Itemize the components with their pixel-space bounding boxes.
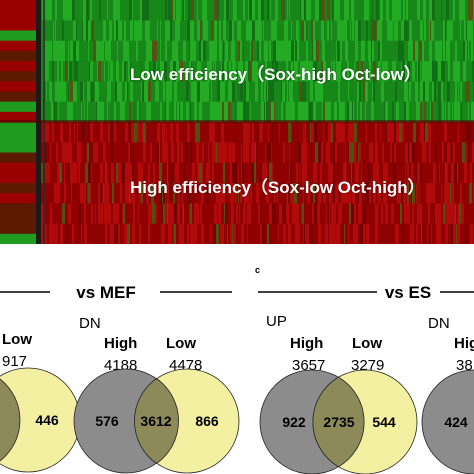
es-up-low-count: 3279 xyxy=(351,357,384,374)
heatmap-label-high-efficiency: High efficiency（Sox-low Oct-high） xyxy=(130,178,425,197)
mef-dn-only-low: 866 xyxy=(195,413,219,429)
es-dn-gray-circle xyxy=(421,369,474,474)
vs-es-title: vs ES xyxy=(385,283,431,302)
vs-mef-title: vs MEF xyxy=(76,283,136,302)
mef-up-overlap xyxy=(0,378,21,462)
mef-dn-overlap-count: 3612 xyxy=(140,413,171,429)
es-up-overlap xyxy=(312,376,365,468)
mef-dn-low-label: Low xyxy=(166,335,196,352)
es-up-tag: UP xyxy=(266,313,287,330)
mef-up-low-count: 917 xyxy=(2,353,27,370)
es-up-low-label: Low xyxy=(352,335,382,352)
heatmap-label-low-efficiency: Low efficiency（Sox-high Oct-low） xyxy=(130,65,421,84)
venn-panels: vs MEF c vs ES Low 917 446 DN High 4188 … xyxy=(0,265,474,474)
mef-dn-overlap xyxy=(134,378,179,464)
es-dn-high-label: High xyxy=(454,335,474,352)
es-up-high-count: 3657 xyxy=(292,357,325,374)
mef-dn-high-label: High xyxy=(104,335,137,352)
heatmap-texture xyxy=(40,0,474,244)
es-dn-tag: DN xyxy=(428,315,450,332)
es-up-only-low: 544 xyxy=(372,414,396,430)
expression-heatmap xyxy=(0,0,474,244)
mef-dn-only-high: 576 xyxy=(95,413,119,429)
es-up-high-label: High xyxy=(290,335,323,352)
panel-letter-c: c xyxy=(255,265,260,275)
mef-up-low-label: Low xyxy=(2,331,32,348)
es-dn-only-high: 424 xyxy=(444,414,468,430)
mef-dn-tag: DN xyxy=(79,315,101,332)
heatmap-left-columns xyxy=(0,0,40,244)
heatmap-group-divider xyxy=(0,120,474,123)
es-dn-high-count: 38 xyxy=(456,357,473,374)
es-up-only-high: 922 xyxy=(282,414,306,430)
es-up-overlap-count: 2735 xyxy=(323,414,354,430)
mef-up-only-low: 446 xyxy=(35,412,59,428)
